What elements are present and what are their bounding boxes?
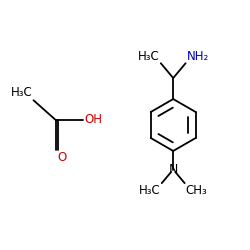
Text: H₃C: H₃C [139,184,161,197]
Text: O: O [57,151,66,164]
Text: H₃C: H₃C [138,50,160,62]
Text: NH₂: NH₂ [186,50,209,62]
Text: N: N [168,163,178,176]
Text: OH: OH [84,113,102,126]
Text: H₃C: H₃C [10,86,32,99]
Text: CH₃: CH₃ [186,184,208,197]
